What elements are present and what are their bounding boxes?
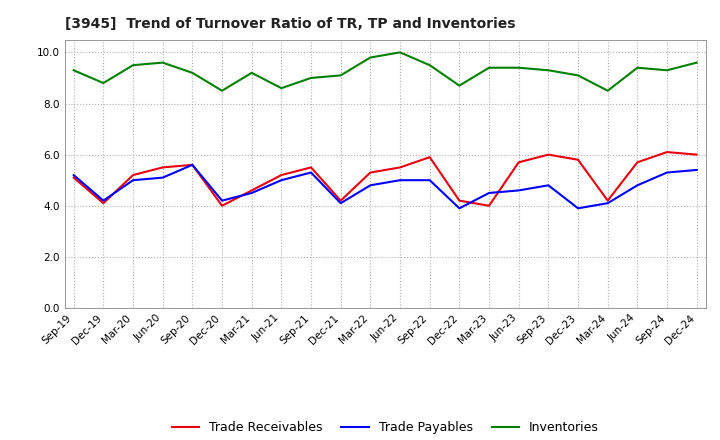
Inventories [574, 73, 582, 78]
Inventories [307, 75, 315, 81]
Trade Payables [188, 162, 197, 168]
Text: [3945]  Trend of Turnover Ratio of TR, TP and Inventories: [3945] Trend of Turnover Ratio of TR, TP… [65, 18, 516, 32]
Legend: Trade Receivables, Trade Payables, Inventories: Trade Receivables, Trade Payables, Inven… [166, 416, 604, 439]
Trade Receivables [662, 150, 671, 155]
Inventories [693, 60, 701, 65]
Inventories [514, 65, 523, 70]
Trade Receivables [485, 203, 493, 209]
Trade Payables [455, 205, 464, 211]
Trade Receivables [158, 165, 167, 170]
Inventories [99, 81, 108, 86]
Trade Receivables [307, 165, 315, 170]
Trade Receivables [99, 201, 108, 206]
Inventories [336, 73, 345, 78]
Trade Receivables [69, 175, 78, 180]
Trade Receivables [514, 160, 523, 165]
Trade Payables [603, 201, 612, 206]
Inventories [248, 70, 256, 76]
Inventories [396, 50, 405, 55]
Trade Receivables [188, 162, 197, 168]
Trade Payables [514, 188, 523, 193]
Inventories [662, 68, 671, 73]
Trade Receivables [603, 198, 612, 203]
Trade Payables [248, 191, 256, 196]
Inventories [277, 85, 286, 91]
Trade Receivables [277, 172, 286, 178]
Trade Payables [366, 183, 374, 188]
Trade Payables [99, 198, 108, 203]
Trade Payables [158, 175, 167, 180]
Trade Receivables [693, 152, 701, 157]
Inventories [426, 62, 434, 68]
Trade Receivables [396, 165, 405, 170]
Trade Payables [307, 170, 315, 175]
Inventories [158, 60, 167, 65]
Trade Receivables [129, 172, 138, 178]
Trade Payables [396, 178, 405, 183]
Trade Receivables [336, 198, 345, 203]
Trade Receivables [544, 152, 553, 157]
Line: Inventories: Inventories [73, 52, 697, 91]
Trade Receivables [248, 188, 256, 193]
Trade Receivables [426, 154, 434, 160]
Inventories [217, 88, 226, 93]
Inventories [129, 62, 138, 68]
Trade Receivables [366, 170, 374, 175]
Inventories [69, 68, 78, 73]
Trade Payables [69, 172, 78, 178]
Inventories [633, 65, 642, 70]
Line: Trade Payables: Trade Payables [73, 165, 697, 208]
Inventories [544, 68, 553, 73]
Trade Payables [485, 191, 493, 196]
Inventories [603, 88, 612, 93]
Inventories [366, 55, 374, 60]
Inventories [188, 70, 197, 76]
Trade Payables [129, 178, 138, 183]
Trade Receivables [574, 157, 582, 162]
Trade Payables [662, 170, 671, 175]
Trade Payables [217, 198, 226, 203]
Trade Payables [277, 178, 286, 183]
Trade Payables [336, 201, 345, 206]
Trade Receivables [633, 160, 642, 165]
Inventories [455, 83, 464, 88]
Trade Payables [633, 183, 642, 188]
Trade Payables [574, 205, 582, 211]
Trade Payables [693, 167, 701, 172]
Trade Payables [426, 178, 434, 183]
Trade Receivables [455, 198, 464, 203]
Line: Trade Receivables: Trade Receivables [73, 152, 697, 206]
Inventories [485, 65, 493, 70]
Trade Receivables [217, 203, 226, 209]
Trade Payables [544, 183, 553, 188]
